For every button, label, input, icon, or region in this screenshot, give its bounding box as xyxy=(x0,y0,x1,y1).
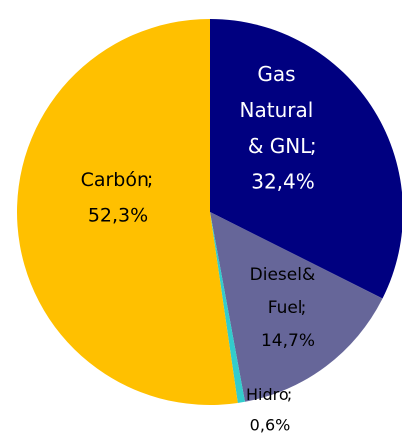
slice-label: Gas Natural & GNL xyxy=(240,62,320,158)
label-separator: ; xyxy=(147,169,153,191)
pie-slice xyxy=(210,19,402,299)
label-separator: ; xyxy=(310,134,317,158)
slice-label-line: Fuel xyxy=(268,298,303,318)
label-separator: ; xyxy=(301,298,307,318)
value-label: 52,3% xyxy=(88,205,148,227)
slice-label-line: Diesel& xyxy=(250,265,321,285)
slice-label: Carbón xyxy=(81,169,149,191)
slice-label-line: Hidro xyxy=(246,385,289,404)
slice-label-line: & GNL xyxy=(248,134,312,158)
label-separator: ; xyxy=(287,385,292,404)
slice-label-line: Gas xyxy=(257,62,302,86)
pie-slice xyxy=(210,212,383,402)
value-label: 14,7% xyxy=(261,331,315,351)
value-label: 32,4% xyxy=(251,170,315,194)
slice-label-line: Carbón xyxy=(81,169,149,191)
pie-slice xyxy=(17,19,238,405)
value-label: 0,6% xyxy=(250,416,291,435)
slice-label: Diesel& Fuel xyxy=(250,265,321,318)
slice-label: Hidro xyxy=(246,385,289,404)
pie-slice xyxy=(210,212,245,403)
slice-label-line: Natural xyxy=(240,98,320,122)
